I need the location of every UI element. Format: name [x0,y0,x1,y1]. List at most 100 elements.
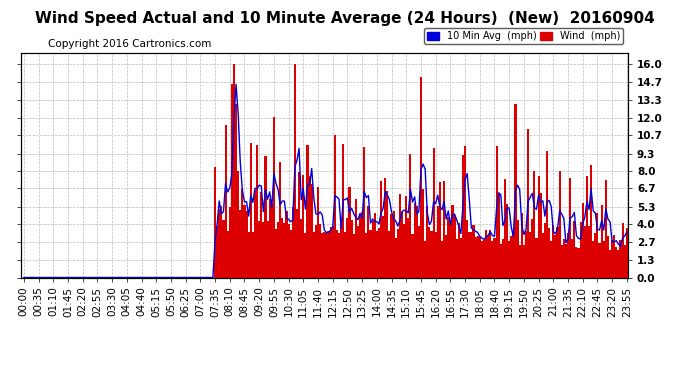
Bar [439,182,441,278]
Bar [582,203,584,278]
Bar [241,189,244,278]
Bar [542,232,544,278]
Bar [357,226,359,278]
Bar [395,238,397,278]
Bar [348,187,351,278]
Bar [415,206,418,278]
Bar [596,213,598,278]
Bar [447,217,449,278]
Bar [300,219,302,278]
Bar [495,146,497,278]
Bar [580,222,582,278]
Bar [519,245,521,278]
Bar [286,211,288,278]
Bar [296,209,298,278]
Bar [378,228,380,278]
Bar [384,178,386,278]
Bar [258,221,260,278]
Bar [260,192,262,278]
Bar [222,220,224,278]
Bar [607,236,609,278]
Bar [254,190,256,278]
Bar [462,155,464,278]
Bar [250,143,252,278]
Bar [376,231,378,278]
Bar [363,147,365,278]
Bar [584,226,586,278]
Bar [393,211,395,278]
Bar [346,218,348,278]
Bar [237,171,239,278]
Bar [224,124,226,278]
Bar [355,199,357,278]
Bar [264,156,266,278]
Bar [310,184,313,278]
Bar [328,231,330,278]
Bar [489,230,491,278]
Bar [521,213,523,278]
Bar [431,231,433,278]
Bar [298,172,300,278]
Bar [469,232,471,278]
Bar [598,243,600,278]
Bar [615,248,618,278]
Bar [453,215,455,278]
Bar [540,193,542,278]
Bar [428,226,431,278]
Bar [602,241,605,278]
Bar [460,238,462,278]
Bar [559,171,561,278]
Bar [413,202,415,278]
Bar [538,177,540,278]
Bar [388,231,391,278]
Bar [563,239,565,278]
Bar [282,218,284,278]
Bar [266,220,268,278]
Bar [284,223,286,278]
Bar [411,234,413,278]
Bar [294,64,296,278]
Bar [471,232,473,278]
Bar [445,235,447,278]
Bar [230,84,233,278]
Bar [578,248,580,278]
Bar [491,241,493,278]
Bar [321,233,323,278]
Bar [244,205,246,278]
Bar [382,216,384,278]
Bar [397,229,399,278]
Bar [365,233,367,278]
Bar [504,179,506,278]
Bar [288,224,290,278]
Bar [525,231,527,278]
Bar [367,206,369,278]
Legend: 10 Min Avg  (mph), Wind  (mph): 10 Min Avg (mph), Wind (mph) [424,28,623,44]
Bar [441,241,443,278]
Bar [575,247,578,278]
Bar [256,145,258,278]
Bar [214,167,216,278]
Bar [500,244,502,278]
Bar [573,220,575,278]
Bar [304,233,306,278]
Bar [506,204,508,278]
Bar [239,210,241,278]
Bar [342,144,344,278]
Bar [502,238,504,278]
Bar [611,240,613,278]
Bar [405,196,407,278]
Bar [246,211,248,278]
Bar [544,223,546,278]
Bar [340,222,342,278]
Bar [443,181,445,278]
Bar [569,178,571,278]
Bar [292,207,294,278]
Bar [279,162,282,278]
Bar [622,223,624,278]
Bar [351,220,353,278]
Bar [464,146,466,278]
Bar [515,104,517,278]
Bar [523,246,525,278]
Bar [218,209,220,278]
Bar [319,224,321,278]
